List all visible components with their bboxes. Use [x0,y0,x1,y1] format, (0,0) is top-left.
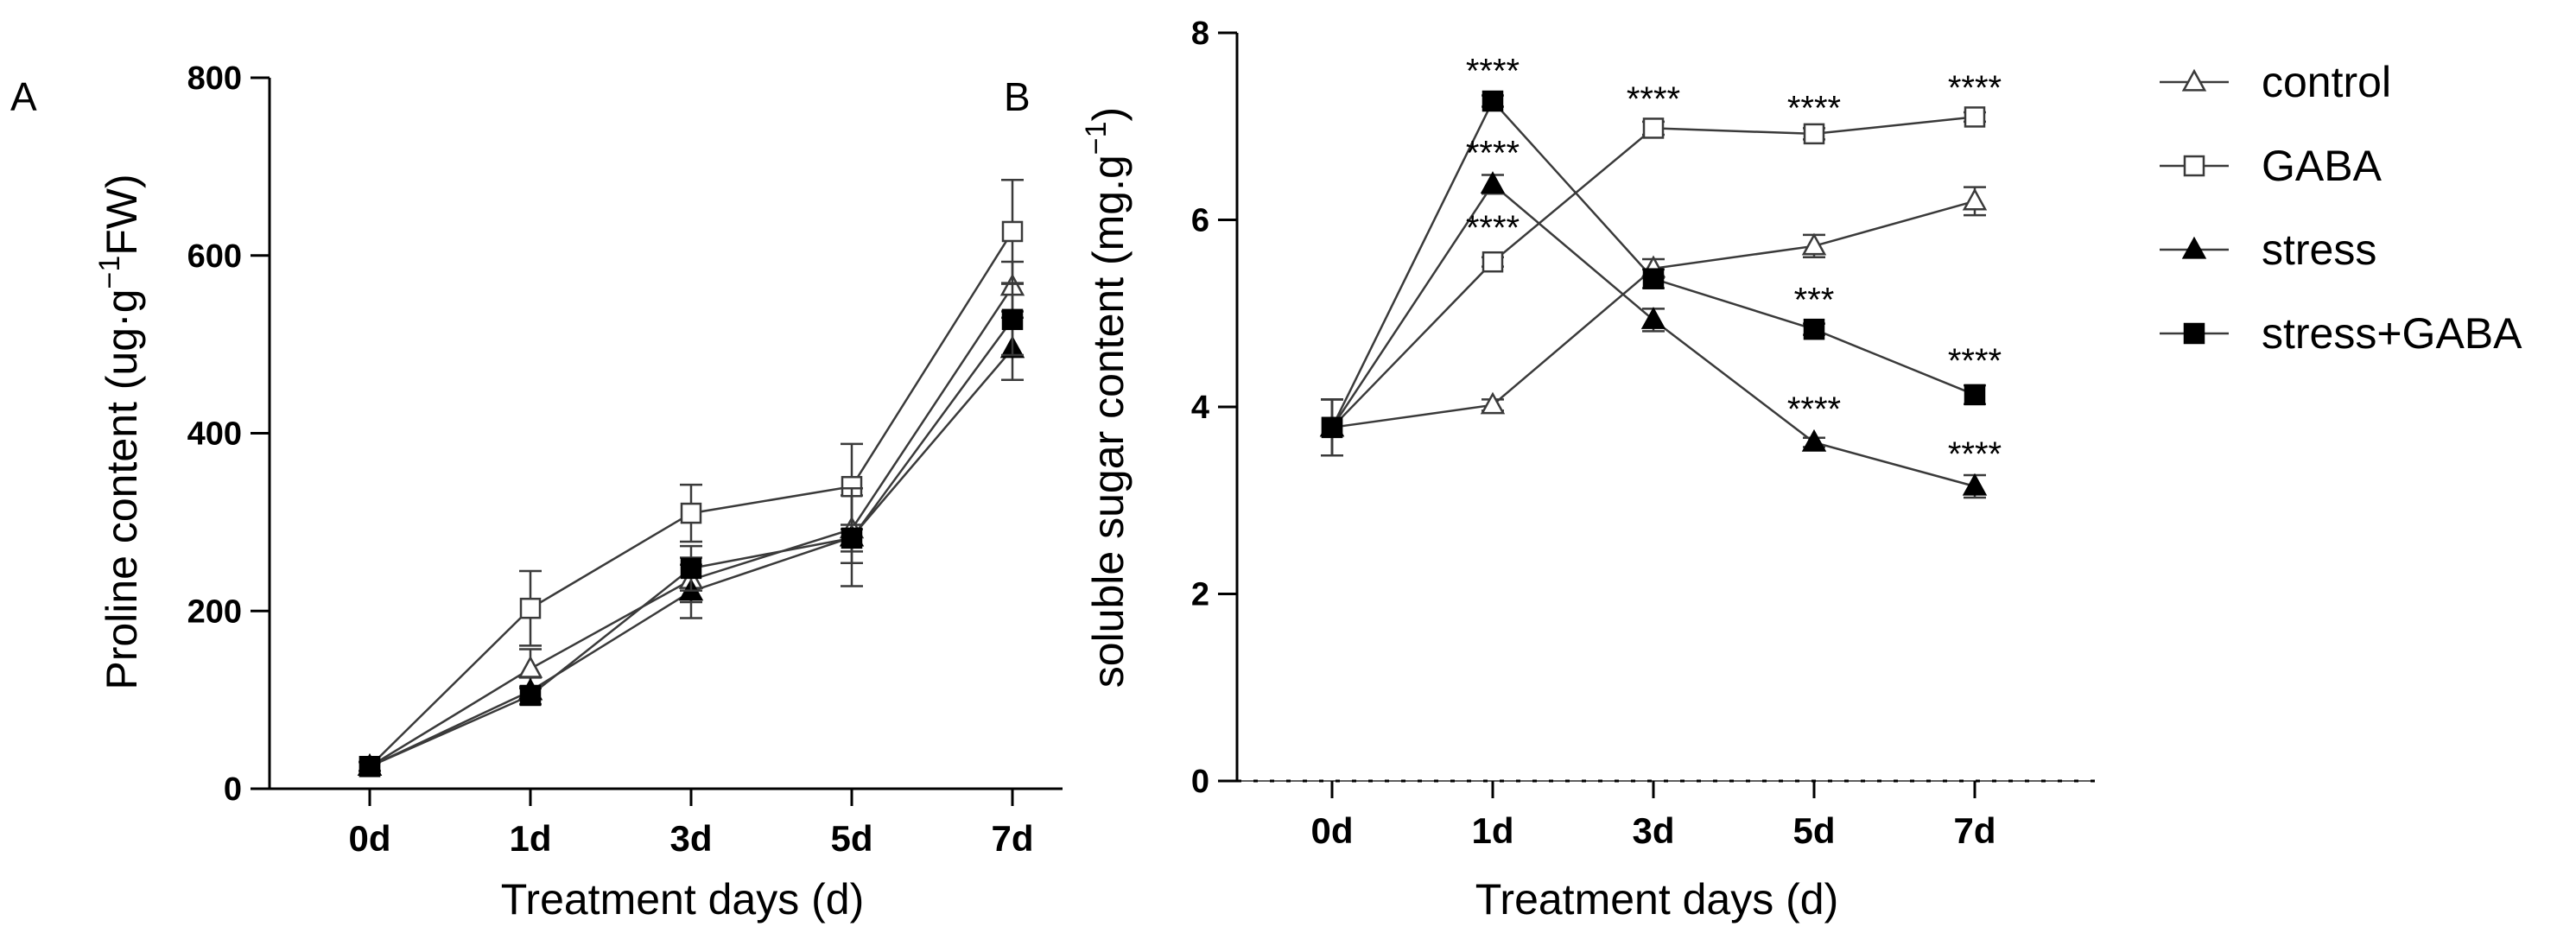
y-tick-label: 2 [1191,577,1209,613]
x-tick-label: 3d [1632,810,1674,851]
data-point [1642,268,1665,289]
y-axis-title-superscript: −1 [93,256,126,289]
data-point [1801,232,1827,256]
data-point [1640,307,1666,329]
significance-label: **** [1466,52,1520,90]
data-point [519,597,542,619]
y-tick-label: 800 [187,60,242,97]
y-tick-label: 6 [1191,203,1209,239]
legend-marker [2183,322,2205,345]
data-point [1962,187,1988,211]
panel-b-chart: B 0 2 4 6 8 0d 1d 3d 5d 7d Treatment days (d) solubl… [1004,16,2095,923]
data-point [1803,123,1825,145]
y-axis-title-superscript: −1 [1080,121,1113,155]
legend-marker [2181,68,2207,92]
significance-label: **** [1787,390,1841,428]
series-stress+GABA [358,282,1024,778]
legend-label: stress+GABA [2262,309,2522,358]
y-tick-label: 8 [1191,16,1209,52]
y-axis-title: soluble sugar content (mg.g−1) [1080,107,1133,688]
data-point [1964,384,1986,406]
legend-item: stress [2160,225,2376,274]
x-tick-label: 0d [1310,810,1353,851]
y-axis-title: Proline content (ug·g−1FW) [93,174,146,689]
significance-label: **** [1466,135,1520,173]
significance-label: **** [1948,69,2002,107]
data-point [1480,391,1506,415]
data-point [1642,117,1665,139]
data-point [680,557,702,580]
data-point [680,502,702,524]
legend-label: stress [2262,225,2376,274]
data-point [1480,171,1506,194]
x-axis-title: Treatment days (d) [1475,875,1839,923]
significance-label: **** [1466,209,1520,247]
series-GABA [358,179,1024,778]
panel-a-chart: A 0 200 400 600 800 0d 1d 3d 5d 7d Treatment days (… [10,60,1063,923]
x-tick-label: 1d [1471,810,1513,851]
data-point [1482,90,1504,112]
legend: control GABA stress stress+GABA [2160,58,2522,358]
legend-item: control [2160,58,2391,106]
significance-label: **** [1787,90,1841,128]
y-axis-title-part: soluble sugar content (mg.g [1084,155,1133,688]
data-point [1001,220,1024,243]
y-tick-label: 200 [187,593,242,630]
x-tick-label: 3d [669,818,712,859]
y-tick-label: 4 [1191,390,1209,426]
y-axis-title-part: Proline content (ug·g [98,289,146,689]
panel-label: A [10,74,37,119]
legend-label: GABA [2262,142,2382,190]
y-axis-title-part: ) [1084,107,1133,122]
data-point [1964,106,1986,128]
data-point [1801,428,1827,452]
legend-marker [2181,236,2207,259]
y-axis-title-part: FW) [98,174,146,255]
data-point [1962,473,1988,496]
data-point [841,527,863,549]
y-tick-label: 400 [187,416,242,453]
data-point [358,756,381,778]
data-point [1321,416,1343,439]
x-tick-label: 1d [509,818,551,859]
y-tick-label: 0 [1191,764,1209,800]
legend-item: stress+GABA [2160,309,2522,358]
x-tick-label: 5d [1792,810,1835,851]
significance-label: *** [1794,282,1835,320]
data-point [1482,251,1504,273]
significance-label: **** [1948,435,2002,473]
data-point [519,684,542,707]
data-point [1803,318,1825,340]
legend-label: control [2262,58,2391,106]
significance-label: **** [1627,80,1680,118]
x-axis-title: Treatment days (d) [501,875,865,923]
y-tick-label: 0 [224,771,242,808]
legend-marker [2183,155,2205,177]
x-tick-label: 0d [348,818,390,859]
x-tick-label: 5d [830,818,872,859]
x-tick-label: 7d [991,818,1033,859]
data-point [517,655,543,678]
series-stress+GABA [1321,90,1986,457]
x-tick-label: 7d [1953,810,1995,851]
panel-label: B [1004,74,1031,119]
data-point [1001,308,1024,331]
y-tick-label: 600 [187,238,242,275]
significance-label: **** [1948,342,2002,380]
legend-item: GABA [2160,142,2382,190]
